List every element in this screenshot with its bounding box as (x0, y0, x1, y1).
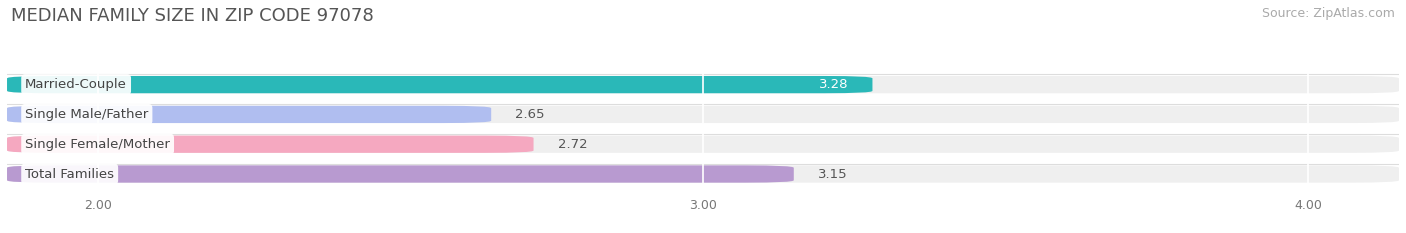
FancyBboxPatch shape (7, 136, 1399, 153)
Text: 3.15: 3.15 (818, 168, 848, 181)
FancyBboxPatch shape (7, 165, 794, 183)
FancyBboxPatch shape (7, 165, 1399, 183)
FancyBboxPatch shape (7, 106, 491, 123)
Text: 2.65: 2.65 (516, 108, 546, 121)
Text: Married-Couple: Married-Couple (25, 78, 127, 91)
Text: Total Families: Total Families (25, 168, 114, 181)
Text: Source: ZipAtlas.com: Source: ZipAtlas.com (1261, 7, 1395, 20)
Text: 2.72: 2.72 (558, 138, 588, 151)
FancyBboxPatch shape (7, 76, 1399, 93)
Text: Single Female/Mother: Single Female/Mother (25, 138, 170, 151)
FancyBboxPatch shape (7, 106, 1399, 123)
Text: 3.28: 3.28 (818, 78, 848, 91)
FancyBboxPatch shape (7, 76, 873, 93)
FancyBboxPatch shape (7, 136, 533, 153)
Text: MEDIAN FAMILY SIZE IN ZIP CODE 97078: MEDIAN FAMILY SIZE IN ZIP CODE 97078 (11, 7, 374, 25)
Text: Single Male/Father: Single Male/Father (25, 108, 149, 121)
